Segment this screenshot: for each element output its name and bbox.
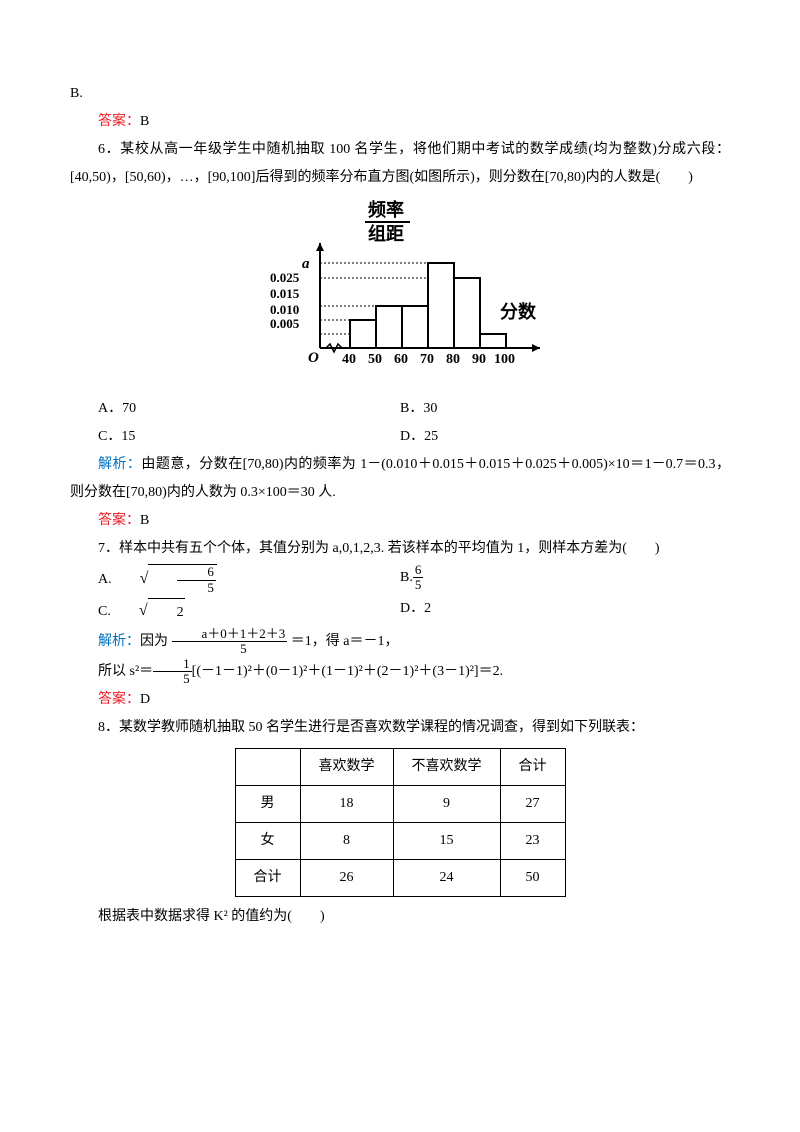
q7-optA: A.√65 <box>70 563 400 595</box>
svg-text:40: 40 <box>342 352 356 367</box>
q7-answer: 答案：D <box>70 686 730 714</box>
q5-trail: B. <box>70 80 730 108</box>
svg-text:0.025: 0.025 <box>270 270 300 285</box>
q6-optC: C．15 <box>70 423 400 451</box>
svg-text:100: 100 <box>494 352 515 367</box>
explain-text: 由题意，分数在[70,80)内的频率为 1－(0.010＋0.015＋0.015… <box>70 457 730 500</box>
q8-table: 喜欢数学 不喜欢数学 合计 男 18 9 27 女 8 15 23 合计 26 … <box>235 748 566 897</box>
svg-text:0.005: 0.005 <box>270 316 300 331</box>
q6-stem: 6．某校从高一年级学生中随机抽取 100 名学生，将他们期中考试的数学成绩(均为… <box>70 136 730 192</box>
explain-label: 解析： <box>98 634 140 649</box>
hist-ytitle1: 频率 <box>368 199 404 220</box>
q7-num: 7． <box>98 541 119 556</box>
origin-label: O <box>308 350 319 366</box>
q7-text: 样本中共有五个个体，其值分别为 a,0,1,2,3. 若该样本的平均值为 1，则… <box>119 541 660 556</box>
answer-value: B <box>140 114 149 129</box>
svg-text:80: 80 <box>446 352 460 367</box>
q8-text: 某数学教师随机抽取 50 名学生进行是否喜欢数学课程的情况调查，得到如下列联表： <box>119 720 644 735</box>
table-row: 合计 26 24 50 <box>235 860 565 897</box>
hist-ytitle2: 组距 <box>368 223 404 244</box>
explain-label: 解析： <box>98 457 141 472</box>
answer-value: D <box>140 692 150 707</box>
q7-line2: 所以 s²＝15[(－1－1)²＋(0－1)²＋(1－1)²＋(2－1)²＋(3… <box>70 657 730 687</box>
hist-xtitle: 分数 <box>500 301 537 322</box>
q6-optD: D．25 <box>400 423 730 451</box>
svg-text:0.010: 0.010 <box>270 302 299 317</box>
answer-value: B <box>140 513 149 528</box>
q7-stem: 7．样本中共有五个个体，其值分别为 a,0,1,2,3. 若该样本的平均值为 1… <box>70 535 730 563</box>
q6-num: 6． <box>98 142 120 157</box>
table-header-row: 喜欢数学 不喜欢数学 合计 <box>235 749 565 786</box>
svg-text:90: 90 <box>472 352 486 367</box>
q7-options-row1: A.√65 B.65 <box>70 563 730 595</box>
q6-options-row1: A．70 B．30 <box>70 395 730 423</box>
answer-label: 答案： <box>98 513 140 528</box>
q8-stem: 8．某数学教师随机抽取 50 名学生进行是否喜欢数学课程的情况调查，得到如下列联… <box>70 714 730 742</box>
q7-optC: C.√2 <box>70 595 400 627</box>
a-label: a <box>302 256 310 272</box>
q6-answer: 答案：B <box>70 507 730 535</box>
svg-text:50: 50 <box>368 352 382 367</box>
table-row: 女 8 15 23 <box>235 823 565 860</box>
answer-label: 答案： <box>98 114 140 129</box>
q6-text: 某校从高一年级学生中随机抽取 100 名学生，将他们期中考试的数学成绩(均为整数… <box>70 142 730 185</box>
q7-explain: 解析：因为 a＋0＋1＋2＋35 ＝1，得 a＝－1， <box>70 627 730 657</box>
q7-optB: B.65 <box>400 563 730 595</box>
q6-optB: B．30 <box>400 395 730 423</box>
histogram: 频率 组距 O 40 50 60 70 80 90 100 分数 a 0.025… <box>70 198 730 389</box>
svg-text:60: 60 <box>394 352 408 367</box>
q8-tail: 根据表中数据求得 K² 的值约为( ) <box>70 903 730 931</box>
q7-optD: D．2 <box>400 595 730 627</box>
q6-explain: 解析：由题意，分数在[70,80)内的频率为 1－(0.010＋0.015＋0.… <box>70 451 730 507</box>
answer-label: 答案： <box>98 692 140 707</box>
q8-num: 8． <box>98 720 119 735</box>
q5-answer: 答案：B <box>70 108 730 136</box>
q7-options-row2: C.√2 D．2 <box>70 595 730 627</box>
x-ticks: 40 50 60 70 80 90 100 <box>342 352 515 367</box>
svg-text:70: 70 <box>420 352 434 367</box>
q6-options-row2: C．15 D．25 <box>70 423 730 451</box>
svg-text:0.015: 0.015 <box>270 286 300 301</box>
q6-optA: A．70 <box>70 395 400 423</box>
table-row: 男 18 9 27 <box>235 786 565 823</box>
